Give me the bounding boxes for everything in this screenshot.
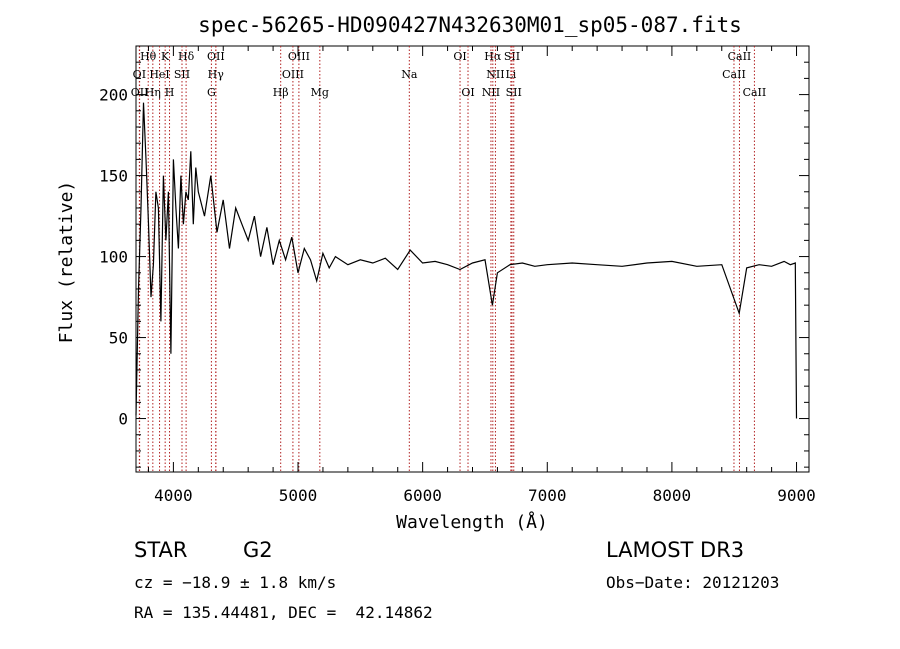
x-tick-label: 4000 <box>154 486 193 505</box>
spectral-line-label: OI <box>453 50 466 63</box>
spectral-line-label: Hθ <box>140 50 157 63</box>
spectral-line-label: SII <box>506 86 522 99</box>
spectral-line-label: Li <box>505 68 516 81</box>
spectral-line-label: OII <box>131 86 149 99</box>
spectral-line-label: CaII <box>722 68 746 81</box>
subclass: G2 <box>243 538 273 562</box>
x-tick-label: 6000 <box>403 486 442 505</box>
spectral-line-label: H <box>165 86 175 99</box>
spectral-line-label: G <box>207 86 216 99</box>
object-class: STAR <box>134 538 188 562</box>
x-tick-label: 7000 <box>528 486 567 505</box>
x-axis-label: Wavelength (Å) <box>396 511 548 533</box>
spectral-line-label: CaII <box>743 86 767 99</box>
redshift-value: cz = −18.9 ± 1.8 km/s <box>134 573 337 592</box>
x-tick-label: 5000 <box>279 486 318 505</box>
x-tick-label: 8000 <box>653 486 692 505</box>
spectral-line-label: NII <box>482 86 500 99</box>
y-axis-label: Flux (relative) <box>56 181 77 344</box>
survey-name: LAMOST DR3 <box>606 538 745 562</box>
spectral-line-label: OIII <box>288 50 310 63</box>
spectral-line-label: Hα <box>484 50 502 63</box>
spectral-line-label: Na <box>401 68 418 81</box>
spectral-line-label: Mg <box>311 86 329 99</box>
y-tick-label: 0 <box>118 410 128 429</box>
y-tick-label: 100 <box>99 248 128 267</box>
spectral-line-label: OIII <box>282 68 304 81</box>
spectral-line-label: K <box>161 50 170 63</box>
y-tick-label: 150 <box>99 167 128 186</box>
spectral-line-label: HeI <box>149 68 169 81</box>
x-tick-label: 9000 <box>777 486 816 505</box>
spectral-line-label: CaII <box>728 50 752 63</box>
y-tick-label: 200 <box>99 86 128 105</box>
axis-ticks: 4000 5000 6000 7000 8000 9000 0 50 100 150 200 <box>99 45 816 505</box>
spectral-line-label: SII <box>174 68 190 81</box>
chart-title: spec-56265-HD090427N432630M01_sp05-087.f… <box>198 13 742 37</box>
spectral-line-label: SII <box>504 50 520 63</box>
spectral-line-label: Hη <box>145 86 161 99</box>
plot-frame <box>135 45 810 473</box>
spectral-line-label: OI <box>461 86 474 99</box>
spectral-line-label: Hγ <box>208 68 225 81</box>
coordinates: RA = 135.44481, DEC = 42.14862 <box>134 603 433 622</box>
spectral-line-label: Hβ <box>273 86 289 99</box>
spectral-line-label: NII <box>486 68 504 81</box>
observation-date: Obs−Date: 20121203 <box>606 573 780 592</box>
series-line <box>135 102 798 419</box>
spectral-line-label: Hδ <box>178 50 195 63</box>
y-tick-label: 50 <box>109 329 128 348</box>
